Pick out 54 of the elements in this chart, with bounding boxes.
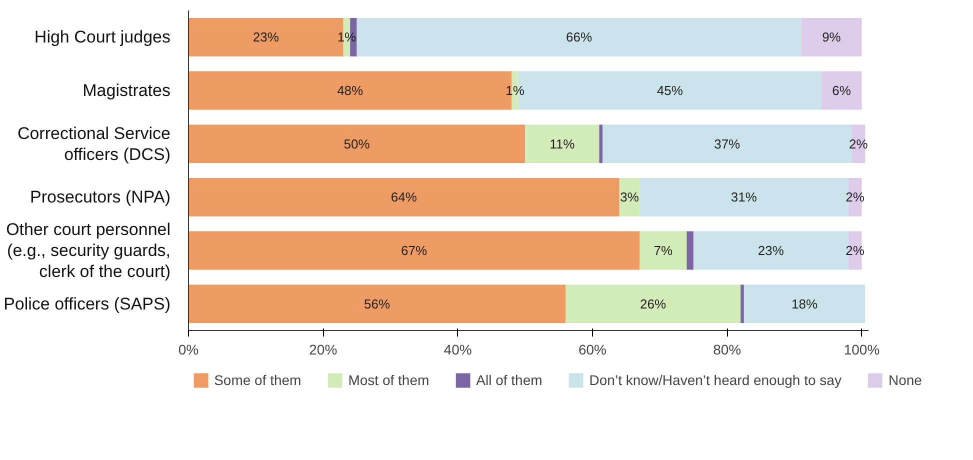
bar — [686, 231, 694, 270]
y-tick-label: Other court personnel (e.g., security guards, clerk of the court) — [6, 220, 171, 281]
data-label: 64% — [390, 190, 418, 205]
bar — [640, 231, 687, 270]
data-label: 66% — [566, 30, 592, 45]
data-label: 2% — [849, 136, 868, 152]
legend-label: None — [888, 372, 922, 388]
bar — [599, 124, 603, 164]
x-tick-label: 60% — [578, 342, 606, 358]
data-label: 56% — [364, 296, 390, 312]
data-label: 26% — [640, 296, 667, 312]
bar — [566, 284, 741, 324]
y-tick-label: Police officers (SAPS) — [4, 294, 171, 314]
bar — [188, 231, 640, 270]
data-label: 6% — [832, 83, 852, 98]
data-label: 11% — [550, 136, 576, 152]
legend-label: Most of them — [348, 372, 430, 388]
bar — [744, 284, 866, 324]
data-label: 45% — [656, 83, 684, 98]
x-tick-label: 0% — [178, 342, 199, 358]
data-label: 1% — [506, 83, 525, 98]
data-label: 67% — [401, 243, 428, 258]
data-label: 2% — [846, 243, 865, 258]
legend-label: Some of them — [214, 372, 302, 388]
bar — [356, 18, 802, 56]
x-tick-label: 20% — [309, 342, 338, 358]
data-label: 1% — [337, 30, 357, 45]
y-tick-label: Correctional Service officers (DCS) — [17, 124, 171, 164]
data-label: 31% — [730, 190, 758, 205]
x-tick-label: 80% — [713, 342, 742, 358]
data-label: 9% — [822, 30, 842, 45]
x-tick-label: 100% — [844, 342, 880, 358]
data-label: 7% — [654, 243, 673, 258]
data-label: 2% — [846, 190, 865, 205]
data-label: 37% — [714, 136, 741, 152]
legend-label: All of them — [476, 372, 542, 388]
data-label: 18% — [792, 296, 818, 312]
bar — [188, 284, 566, 324]
x-tick-label: 40% — [444, 342, 472, 358]
y-tick-label: High Court judges — [34, 28, 171, 47]
y-tick-label: Prosecutors (NPA) — [30, 188, 171, 207]
bar — [188, 124, 526, 164]
data-label: 3% — [620, 190, 640, 205]
data-label: 23% — [758, 243, 784, 258]
data-label: 48% — [337, 83, 364, 98]
bar — [740, 284, 744, 324]
data-label: 23% — [252, 30, 280, 45]
legend-label: Don’t know/Haven’t heard enough to say — [589, 372, 842, 388]
bar — [188, 178, 620, 216]
bar — [525, 124, 600, 164]
bar — [821, 71, 862, 110]
bar — [801, 18, 862, 56]
y-tick-label: Magistrates — [82, 81, 171, 100]
data-label: 50% — [344, 136, 370, 152]
